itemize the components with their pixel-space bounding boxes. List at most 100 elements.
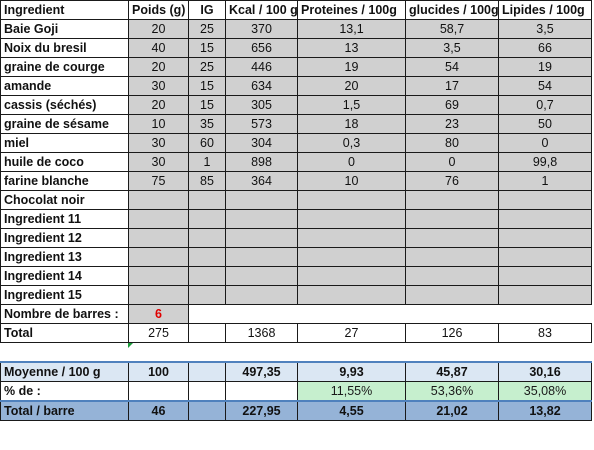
ingredient-glucides-cell[interactable]: 54	[405, 57, 499, 77]
ingredient-proteines-cell[interactable]: 10	[297, 171, 406, 191]
header-ingredient[interactable]: Ingredient	[0, 0, 129, 20]
ingredient-name-cell[interactable]: graine de courge	[0, 57, 129, 77]
ingredient-poids-cell[interactable]: 75	[128, 171, 189, 191]
empty-cell[interactable]	[0, 342, 129, 362]
empty-cell[interactable]	[225, 342, 298, 362]
ingredient-ig-cell[interactable]	[188, 285, 226, 305]
ingredient-poids-cell[interactable]: 10	[128, 114, 189, 134]
ingredient-glucides-cell[interactable]: 23	[405, 114, 499, 134]
ingredient-glucides-cell[interactable]: 69	[405, 95, 499, 115]
ingredient-poids-cell[interactable]	[128, 285, 189, 305]
ingredient-kcal-cell[interactable]: 305	[225, 95, 298, 115]
header-ig[interactable]: IG	[188, 0, 226, 20]
ingredient-name-cell[interactable]: Noix du bresil	[0, 38, 129, 58]
ingredient-ig-cell[interactable]: 15	[188, 38, 226, 58]
ingredient-proteines-cell[interactable]: 18	[297, 114, 406, 134]
ingredient-poids-cell[interactable]: 40	[128, 38, 189, 58]
total-barre-proteines[interactable]: 4,55	[297, 399, 406, 421]
ingredient-poids-cell[interactable]: 30	[128, 133, 189, 153]
ingredient-lipides-cell[interactable]: 99,8	[498, 152, 592, 172]
ingredient-glucides-cell[interactable]: 58,7	[405, 19, 499, 39]
ingredient-lipides-cell[interactable]	[498, 247, 592, 267]
empty-cell[interactable]	[188, 342, 226, 362]
ingredient-ig-cell[interactable]	[188, 228, 226, 248]
ingredient-name-cell[interactable]: Ingredient 13	[0, 247, 129, 267]
ingredient-lipides-cell[interactable]: 0,7	[498, 95, 592, 115]
ingredient-glucides-cell[interactable]: 17	[405, 76, 499, 96]
ingredient-lipides-cell[interactable]: 1	[498, 171, 592, 191]
ingredient-lipides-cell[interactable]: 0	[498, 133, 592, 153]
ingredient-ig-cell[interactable]: 85	[188, 171, 226, 191]
ingredient-name-cell[interactable]: Chocolat noir	[0, 190, 129, 210]
total-barre-ig[interactable]	[188, 399, 226, 421]
nombre-barres-input[interactable]: 6	[128, 304, 189, 324]
ingredient-kcal-cell[interactable]: 573	[225, 114, 298, 134]
total-barre-label[interactable]: Total / barre	[0, 399, 129, 421]
total-barre-poids[interactable]: 46	[128, 399, 189, 421]
ingredient-lipides-cell[interactable]	[498, 266, 592, 286]
ingredient-proteines-cell[interactable]	[297, 209, 406, 229]
total-lipides[interactable]: 83	[498, 323, 592, 343]
ingredient-ig-cell[interactable]: 25	[188, 57, 226, 77]
ingredient-kcal-cell[interactable]	[225, 285, 298, 305]
ingredient-ig-cell[interactable]	[188, 266, 226, 286]
empty-cell[interactable]	[297, 342, 406, 362]
ingredient-lipides-cell[interactable]	[498, 285, 592, 305]
ingredient-proteines-cell[interactable]: 19	[297, 57, 406, 77]
ingredient-name-cell[interactable]: cassis (séchés)	[0, 95, 129, 115]
moyenne-proteines[interactable]: 9,93	[297, 360, 406, 382]
ingredient-name-cell[interactable]: Ingredient 11	[0, 209, 129, 229]
total-barre-lipides[interactable]: 13,82	[498, 399, 592, 421]
empty-cell[interactable]	[405, 342, 499, 362]
ingredient-poids-cell[interactable]: 20	[128, 95, 189, 115]
ingredient-ig-cell[interactable]: 35	[188, 114, 226, 134]
ingredient-ig-cell[interactable]: 15	[188, 76, 226, 96]
ingredient-lipides-cell[interactable]: 50	[498, 114, 592, 134]
ingredient-lipides-cell[interactable]: 3,5	[498, 19, 592, 39]
moyenne-poids[interactable]: 100	[128, 360, 189, 382]
ingredient-kcal-cell[interactable]: 446	[225, 57, 298, 77]
ingredient-name-cell[interactable]: Ingredient 14	[0, 266, 129, 286]
ingredient-proteines-cell[interactable]: 0	[297, 152, 406, 172]
ingredient-kcal-cell[interactable]: 364	[225, 171, 298, 191]
total-poids[interactable]: 275	[128, 323, 189, 343]
ingredient-lipides-cell[interactable]	[498, 190, 592, 210]
ingredient-kcal-cell[interactable]	[225, 247, 298, 267]
ingredient-lipides-cell[interactable]: 54	[498, 76, 592, 96]
ingredient-poids-cell[interactable]	[128, 247, 189, 267]
header-lipides[interactable]: Lipides / 100g	[498, 0, 592, 20]
empty-cell[interactable]	[188, 380, 226, 401]
ingredient-glucides-cell[interactable]	[405, 209, 499, 229]
moyenne-glucides[interactable]: 45,87	[405, 360, 499, 382]
pourcentage-lipides[interactable]: 35,08%	[498, 380, 592, 401]
ingredient-name-cell[interactable]: Ingredient 15	[0, 285, 129, 305]
ingredient-lipides-cell[interactable]: 19	[498, 57, 592, 77]
ingredient-name-cell[interactable]: Ingredient 12	[0, 228, 129, 248]
ingredient-ig-cell[interactable]: 25	[188, 19, 226, 39]
ingredient-lipides-cell[interactable]	[498, 228, 592, 248]
ingredient-kcal-cell[interactable]: 656	[225, 38, 298, 58]
ingredient-poids-cell[interactable]: 20	[128, 57, 189, 77]
total-kcal[interactable]: 1368	[225, 323, 298, 343]
header-glucides[interactable]: glucides / 100g	[405, 0, 499, 20]
ingredient-proteines-cell[interactable]: 13	[297, 38, 406, 58]
ingredient-ig-cell[interactable]: 60	[188, 133, 226, 153]
ingredient-kcal-cell[interactable]: 634	[225, 76, 298, 96]
total-label[interactable]: Total	[0, 323, 129, 343]
ingredient-kcal-cell[interactable]: 898	[225, 152, 298, 172]
pourcentage-label[interactable]: % de :	[0, 380, 129, 401]
ingredient-proteines-cell[interactable]: 1,5	[297, 95, 406, 115]
ingredient-proteines-cell[interactable]	[297, 266, 406, 286]
ingredient-poids-cell[interactable]	[128, 190, 189, 210]
ingredient-glucides-cell[interactable]	[405, 266, 499, 286]
ingredient-name-cell[interactable]: farine blanche	[0, 171, 129, 191]
ingredient-name-cell[interactable]: amande	[0, 76, 129, 96]
ingredient-proteines-cell[interactable]: 20	[297, 76, 406, 96]
moyenne-kcal[interactable]: 497,35	[225, 360, 298, 382]
moyenne-ig[interactable]	[188, 360, 226, 382]
pourcentage-proteines[interactable]: 11,55%	[297, 380, 406, 401]
ingredient-kcal-cell[interactable]	[225, 190, 298, 210]
total-barre-kcal[interactable]: 227,95	[225, 399, 298, 421]
ingredient-proteines-cell[interactable]	[297, 247, 406, 267]
ingredient-glucides-cell[interactable]	[405, 190, 499, 210]
